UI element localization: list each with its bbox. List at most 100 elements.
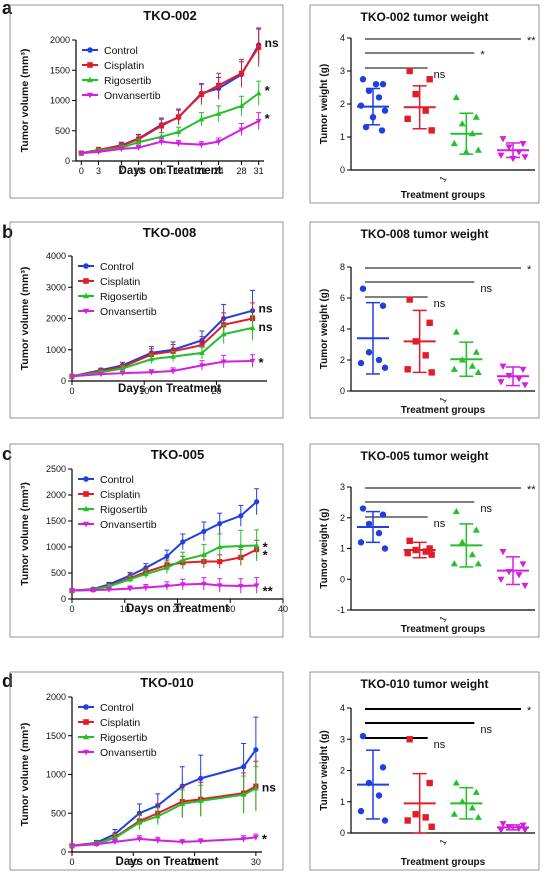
data-point bbox=[375, 94, 383, 101]
data-point bbox=[468, 130, 476, 137]
data-point bbox=[519, 366, 527, 373]
series-line bbox=[71, 360, 253, 378]
data-point bbox=[505, 144, 513, 151]
data-point bbox=[422, 107, 429, 114]
y-tick-label: 2000 bbox=[46, 314, 66, 324]
data-point bbox=[253, 583, 260, 589]
y-tick-label: 2 bbox=[340, 513, 345, 523]
y-tick-label: 3000 bbox=[46, 282, 66, 292]
y-tick-label: 1500 bbox=[50, 65, 70, 75]
data-point bbox=[468, 804, 476, 811]
group-cisplatin bbox=[403, 736, 436, 834]
data-point bbox=[497, 152, 505, 159]
data-point bbox=[215, 139, 222, 145]
series-onvansertib bbox=[69, 577, 260, 594]
series-control bbox=[69, 716, 259, 849]
data-point bbox=[406, 736, 413, 743]
y-tick-label: 1 bbox=[340, 132, 345, 142]
data-point bbox=[135, 145, 142, 151]
y-tick-label: 2000 bbox=[46, 692, 66, 702]
series-rigosertib bbox=[69, 766, 259, 848]
x-axis-label: Treatment groups bbox=[401, 624, 486, 635]
legend-marker bbox=[82, 292, 90, 299]
data-point bbox=[474, 368, 482, 375]
data-point bbox=[499, 549, 507, 556]
y-tick-label: 1 bbox=[340, 544, 345, 554]
legend-marker bbox=[83, 719, 89, 725]
group-rigosertib bbox=[450, 779, 483, 820]
data-point bbox=[497, 379, 505, 386]
series-onvansertib bbox=[78, 112, 262, 157]
data-point bbox=[381, 817, 389, 824]
data-point bbox=[515, 825, 523, 832]
legend-label: Rigosertib bbox=[100, 291, 147, 303]
x-tick-label: 0 bbox=[69, 386, 74, 396]
data-point bbox=[69, 374, 75, 380]
x-tick-label: 20 bbox=[172, 604, 182, 614]
data-point bbox=[254, 499, 260, 505]
data-point bbox=[521, 382, 529, 389]
data-point bbox=[450, 139, 458, 147]
y-axis-label: Tumor weight (g) bbox=[319, 289, 330, 369]
significance-label: * bbox=[262, 831, 268, 846]
data-point bbox=[474, 813, 482, 820]
significance-label: ns bbox=[434, 739, 446, 751]
group-control bbox=[357, 76, 389, 134]
legend-label: Onvansertib bbox=[100, 519, 157, 531]
data-point bbox=[217, 558, 223, 565]
significance-label: * bbox=[265, 111, 271, 126]
significance-label: * bbox=[263, 548, 269, 563]
y-tick-label: 500 bbox=[55, 126, 70, 136]
data-point bbox=[375, 529, 383, 537]
series-onvansertib bbox=[69, 354, 256, 380]
y-axis-label: Tumor volume (mm³) bbox=[19, 482, 31, 586]
significance-label: ** bbox=[527, 35, 536, 47]
significance-label: ns bbox=[480, 503, 492, 515]
legend-marker bbox=[86, 92, 94, 99]
data-point bbox=[375, 356, 383, 364]
legend-label: Cisplatin bbox=[100, 717, 140, 729]
data-point bbox=[474, 560, 482, 567]
series-cisplatin bbox=[69, 302, 256, 379]
data-point bbox=[241, 764, 247, 770]
data-point bbox=[237, 542, 244, 549]
panel-letter-a: a bbox=[2, 0, 13, 18]
panel-frame bbox=[9, 221, 284, 419]
data-point bbox=[238, 127, 245, 133]
data-point bbox=[170, 353, 176, 359]
data-point bbox=[472, 526, 480, 533]
y-tick-label: 1500 bbox=[46, 516, 66, 526]
chart-title: TKO-010 bbox=[140, 675, 193, 690]
data-point bbox=[375, 792, 383, 799]
data-point bbox=[365, 349, 373, 356]
x-axis-label: Days on Treatment bbox=[126, 603, 229, 615]
legend-marker bbox=[86, 76, 94, 83]
data-point bbox=[175, 141, 182, 147]
data-point bbox=[119, 371, 126, 377]
data-point bbox=[69, 843, 75, 849]
group-control bbox=[357, 732, 389, 824]
data-point bbox=[255, 118, 262, 125]
y-axis-label: Tumor volume (mm³) bbox=[19, 49, 31, 153]
data-point bbox=[458, 120, 466, 127]
data-point bbox=[142, 585, 149, 591]
line-chart-a: TKO-002 0 500 1000 1500 2000 0 3 7 10 14 17 21 24 28 31… bbox=[19, 8, 279, 177]
data-point bbox=[199, 349, 205, 355]
data-point bbox=[497, 827, 505, 834]
data-point bbox=[458, 538, 466, 545]
data-point bbox=[362, 123, 370, 131]
x-tick-label: 0 bbox=[69, 857, 74, 867]
data-point bbox=[249, 324, 256, 330]
data-point bbox=[216, 544, 223, 550]
series-onvansertib bbox=[69, 833, 259, 849]
data-point bbox=[426, 545, 433, 552]
x-axis-label: Days on Treatment bbox=[119, 165, 222, 177]
chart-title: TKO-002 tumor weight bbox=[360, 10, 488, 24]
series-control bbox=[69, 289, 256, 379]
group-rigosertib bbox=[450, 507, 483, 568]
x-tick-label: 1 bbox=[437, 395, 448, 404]
legend-label: Cisplatin bbox=[100, 489, 140, 501]
y-tick-label: 0 bbox=[340, 574, 345, 584]
data-point bbox=[379, 511, 387, 518]
x-axis-label: Days on Treatment bbox=[116, 856, 219, 868]
